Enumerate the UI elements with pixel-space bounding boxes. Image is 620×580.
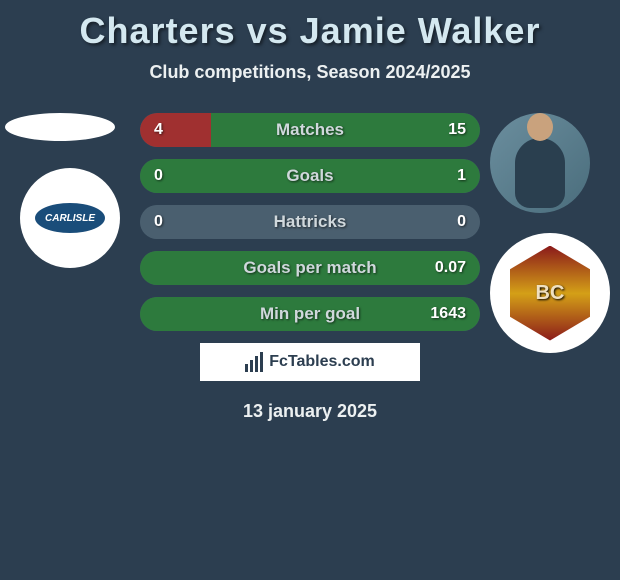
subtitle: Club competitions, Season 2024/2025	[0, 62, 620, 83]
club-left-badge: CARLISLE	[20, 168, 120, 268]
club-right-badge: BC	[490, 233, 610, 353]
bar-fill-left	[140, 113, 211, 147]
stats-bars: 4 Matches 15 0 Goals 1 0 Hattricks 0 Goals per ma…	[140, 113, 480, 331]
stat-row: Min per goal 1643	[140, 297, 480, 331]
stat-value-left: 0	[154, 167, 163, 185]
page-title: Charters vs Jamie Walker	[0, 0, 620, 52]
stat-value-right: 0.07	[435, 259, 466, 277]
stat-label: Goals per match	[243, 258, 376, 278]
stat-row: Goals per match 0.07	[140, 251, 480, 285]
club-right-text: BC	[510, 246, 590, 341]
stat-value-left: 4	[154, 121, 163, 139]
stat-row: 0 Hattricks 0	[140, 205, 480, 239]
bar-fill-right	[211, 113, 480, 147]
bar-chart-icon	[245, 352, 263, 372]
date-label: 13 january 2025	[0, 401, 620, 422]
stat-value-right: 1	[457, 167, 466, 185]
stat-value-right: 0	[457, 213, 466, 231]
stat-row: 4 Matches 15	[140, 113, 480, 147]
club-left-text: CARLISLE	[35, 203, 105, 233]
stat-label: Goals	[286, 166, 333, 186]
stat-label: Hattricks	[274, 212, 347, 232]
stat-label: Min per goal	[260, 304, 360, 324]
player-left-placeholder	[5, 113, 115, 141]
stat-value-right: 15	[448, 121, 466, 139]
stat-value-left: 0	[154, 213, 163, 231]
stat-row: 0 Goals 1	[140, 159, 480, 193]
player-silhouette-icon	[515, 138, 565, 208]
stat-label: Matches	[276, 120, 344, 140]
attribution-text: FcTables.com	[269, 353, 375, 371]
player-right-photo	[490, 113, 590, 213]
attribution-badge: FcTables.com	[200, 343, 420, 381]
comparison-content: CARLISLE BC 4Matches150Goals10Hattricks0…	[0, 113, 620, 422]
stat-value-right: 1643	[430, 305, 466, 323]
